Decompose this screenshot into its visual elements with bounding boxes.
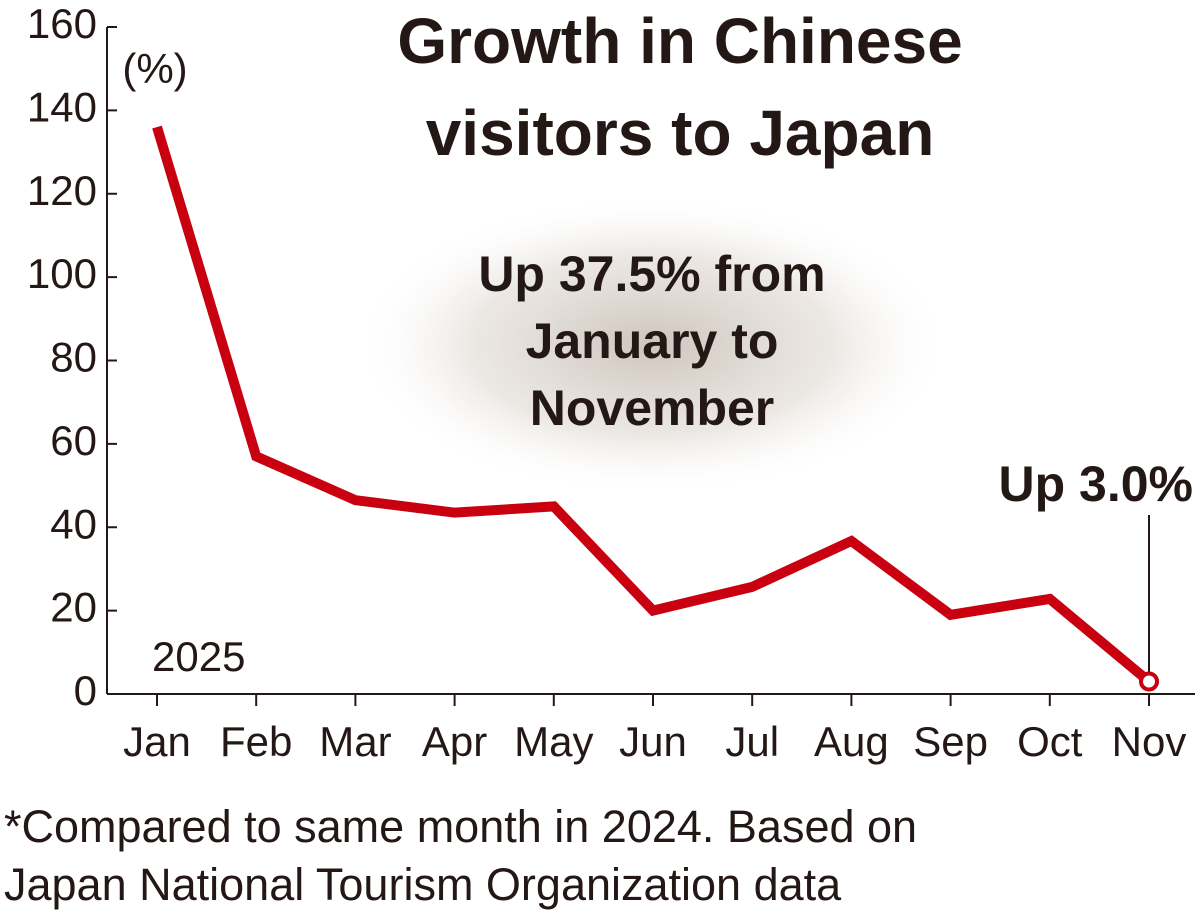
- y-tick-label: 120: [27, 167, 97, 214]
- y-tick-label: 0: [74, 667, 97, 714]
- x-tick-label: Feb: [220, 718, 292, 765]
- x-tick-label: Aug: [814, 718, 889, 765]
- x-tick-label: May: [514, 718, 593, 765]
- footnote: *Compared to same month in 2024. Based o…: [4, 801, 917, 852]
- data-line: [152, 125, 1153, 686]
- y-unit: (%): [122, 45, 187, 92]
- y-tick-label: 160: [27, 0, 97, 47]
- x-tick-label: Sep: [913, 718, 988, 765]
- x-tick-label: Jan: [123, 718, 191, 765]
- point-marker: [1139, 671, 1159, 692]
- year-label: 2025: [152, 633, 245, 680]
- annotation: Up 37.5% from: [478, 246, 825, 302]
- x-tick-label: Jul: [725, 718, 779, 765]
- x-tick-label: Apr: [422, 718, 487, 765]
- annotation-glow: [352, 195, 952, 495]
- y-tick-label: 140: [27, 83, 97, 130]
- x-tick-label: Jun: [619, 718, 687, 765]
- y-tick-label: 40: [50, 500, 97, 547]
- chart-title: Growth in Chinese: [397, 5, 962, 77]
- footnote: Japan National Tourism Organization data: [4, 859, 842, 910]
- annotation: November: [530, 380, 775, 436]
- x-tick-label: Mar: [319, 718, 391, 765]
- x-tick-label: Oct: [1017, 718, 1083, 765]
- y-tick-label: 100: [27, 250, 97, 297]
- y-tick-label: 60: [50, 417, 97, 464]
- chart-title: visitors to Japan: [426, 97, 935, 169]
- annotation: January to: [526, 313, 779, 369]
- y-tick-label: 80: [50, 334, 97, 381]
- point-label: Up 3.0%: [998, 456, 1193, 512]
- x-tick-label: Nov: [1112, 718, 1187, 765]
- y-tick-label: 20: [50, 584, 97, 631]
